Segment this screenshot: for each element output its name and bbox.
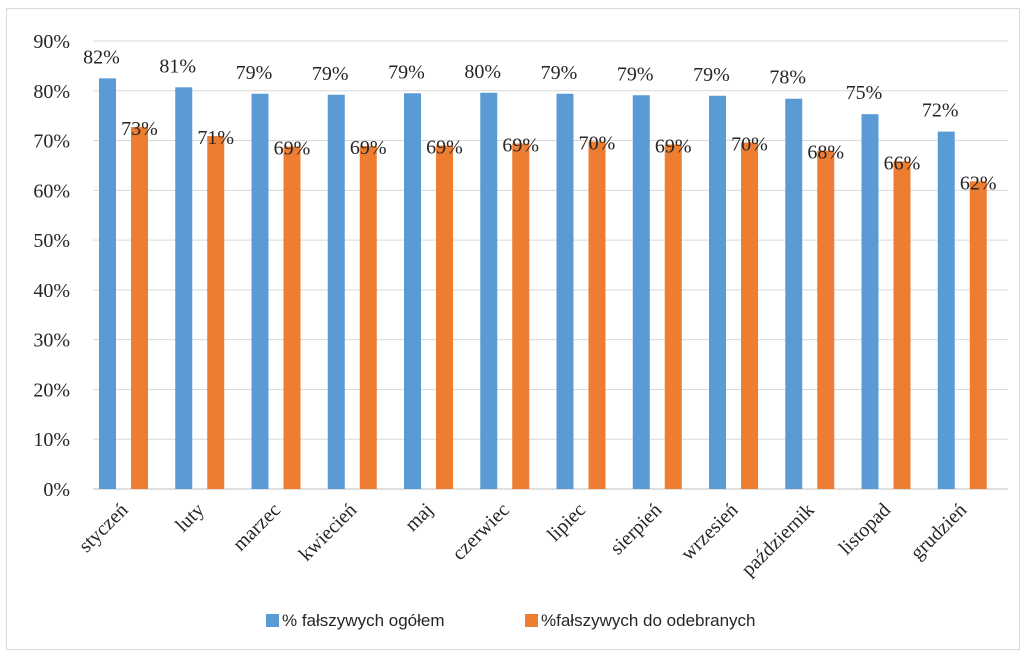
y-tick-label: 90% — [33, 31, 70, 53]
data-label: 66% — [884, 152, 921, 174]
bar — [175, 87, 193, 489]
bar — [327, 94, 345, 489]
y-axis-ticks: 0% 10% 20% 30% 40% 50% 60% 70% 80% 90% — [33, 31, 70, 501]
data-label: 79% — [617, 63, 654, 85]
bar — [404, 93, 421, 490]
legend: % fałszywych ogółem %fałszywych do odebra… — [266, 611, 756, 630]
data-label: 79% — [236, 62, 273, 84]
data-label: 82% — [83, 46, 120, 68]
y-tick-label: 50% — [33, 230, 70, 252]
x-tick-label: wrzesień — [677, 499, 743, 565]
y-tick-label: 0% — [43, 479, 70, 501]
bar — [664, 144, 682, 489]
bar — [817, 150, 835, 489]
bar — [436, 145, 453, 490]
bars — [99, 78, 987, 490]
bar — [937, 131, 955, 489]
bar — [785, 98, 803, 490]
legend-label: %fałszywych do odebranych — [541, 611, 756, 630]
y-tick-label: 30% — [33, 330, 70, 352]
bar — [131, 127, 148, 490]
x-tick-label: sierpień — [606, 499, 666, 559]
bar — [632, 95, 650, 489]
data-label: 72% — [922, 100, 959, 122]
y-tick-label: 10% — [33, 429, 70, 451]
bar — [556, 93, 574, 490]
data-label: 69% — [350, 137, 387, 159]
x-tick-label: grudzień — [906, 499, 971, 564]
x-tick-label: luty — [171, 499, 209, 537]
x-tick-label: lipiec — [543, 499, 590, 546]
data-labels: 82% 73% 81% 71% 79% 69% 79% 69% 79% 69% 80% 69% 79% 7… — [83, 46, 996, 194]
bar — [99, 78, 116, 489]
x-tick-label: styczeń — [75, 499, 133, 557]
bar — [861, 114, 879, 489]
bar — [893, 161, 911, 489]
data-label: 69% — [502, 135, 539, 157]
x-tick-label: maj — [401, 499, 438, 536]
legend-label: % fałszywych ogółem — [282, 611, 445, 630]
x-axis-ticks: styczeń luty marzec kwiecień maj czerwiec lipi… — [75, 499, 972, 581]
y-tick-label: 40% — [33, 280, 70, 302]
data-label: 69% — [655, 136, 692, 158]
bar — [969, 181, 987, 489]
data-label: 68% — [807, 142, 844, 164]
data-label: 79% — [693, 64, 730, 86]
y-tick-label: 80% — [33, 81, 70, 103]
bar — [741, 142, 758, 489]
bar — [709, 95, 726, 489]
x-tick-label: listopad — [835, 499, 895, 559]
data-label: 79% — [312, 63, 349, 85]
data-label: 75% — [846, 82, 883, 104]
x-tick-label: kwiecień — [295, 499, 362, 566]
bar — [480, 92, 498, 489]
x-tick-label: marzec — [229, 499, 285, 555]
data-label: 69% — [274, 138, 311, 160]
data-label: 79% — [388, 61, 425, 83]
y-tick-label: 70% — [33, 131, 70, 153]
data-label: 79% — [541, 62, 578, 84]
bar — [588, 141, 606, 489]
bar — [359, 146, 377, 489]
bar — [251, 93, 269, 490]
data-label: 70% — [579, 133, 616, 155]
x-tick-label: październik — [737, 499, 819, 581]
data-label: 80% — [464, 61, 501, 83]
bar — [283, 146, 301, 490]
data-label: 81% — [159, 55, 196, 77]
data-label: 78% — [769, 67, 806, 89]
data-label: 70% — [731, 134, 768, 156]
bar — [207, 136, 225, 489]
bar — [512, 143, 530, 489]
data-label: 69% — [426, 137, 463, 159]
data-label: 73% — [121, 118, 158, 140]
x-tick-label: czerwiec — [448, 499, 514, 565]
legend-swatch — [266, 614, 279, 627]
y-tick-label: 20% — [33, 379, 70, 401]
y-tick-label: 60% — [33, 180, 70, 202]
data-label: 62% — [960, 172, 997, 194]
legend-swatch — [525, 614, 538, 627]
gridlines — [93, 40, 1008, 490]
data-label: 71% — [197, 127, 234, 149]
